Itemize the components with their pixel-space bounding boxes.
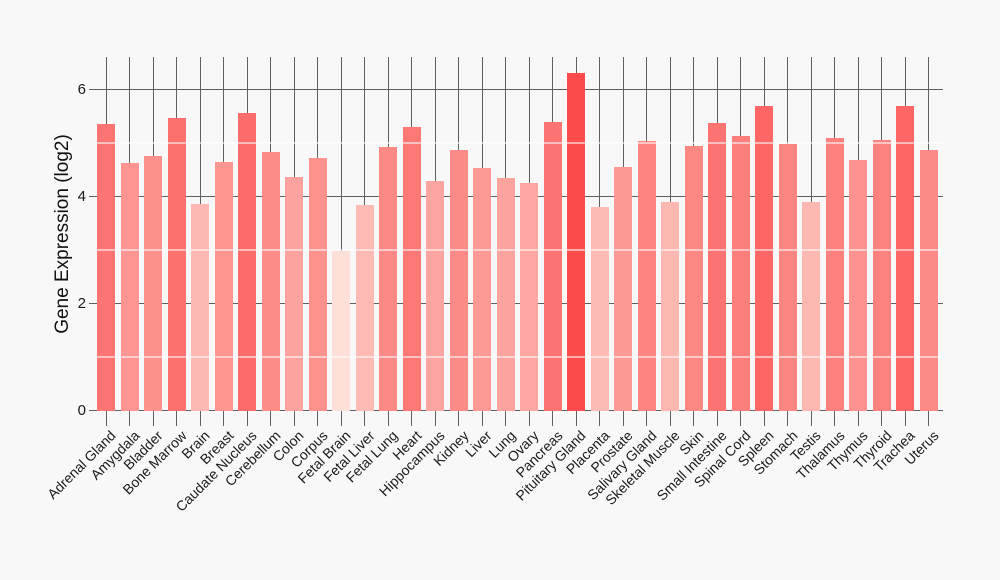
bar: [285, 177, 303, 411]
bar: [144, 156, 162, 411]
bar: [637, 140, 656, 411]
bar: [919, 149, 938, 411]
bar: [755, 106, 773, 411]
y-tick: [89, 303, 97, 304]
bar: [614, 166, 632, 411]
bar: [449, 149, 468, 411]
y-gridline: [97, 410, 943, 411]
bar: [802, 201, 820, 411]
y-minor-gridline: [97, 142, 943, 144]
bar: [684, 146, 703, 411]
bar: [520, 182, 538, 411]
bar: [778, 143, 797, 411]
bar: [661, 201, 679, 411]
bar: [590, 207, 609, 411]
bar: [167, 117, 186, 411]
bar: [261, 152, 280, 411]
bar: [120, 162, 139, 411]
y-minor-gridline: [97, 249, 943, 251]
bar: [308, 157, 327, 411]
bar: [191, 204, 209, 411]
bar: [849, 160, 867, 411]
y-tick-label: 2: [77, 294, 86, 312]
bar: [473, 167, 491, 411]
bar: [332, 251, 350, 411]
bar: [214, 161, 233, 411]
bar: [731, 136, 750, 411]
y-tick: [89, 89, 97, 90]
bar: [496, 178, 515, 411]
y-minor-gridline: [97, 356, 943, 358]
bar: [355, 205, 374, 411]
bar: [402, 126, 421, 411]
plot-area: 0 2 4 6 Adrenal Gland Amygdala Bladder Bone Mar…: [44, 57, 943, 514]
bar: [543, 122, 562, 411]
bar: [825, 137, 844, 411]
y-gridline: [97, 89, 943, 90]
x-gridline: [340, 57, 342, 426]
y-tick-label: 4: [77, 187, 86, 205]
bar: [238, 113, 256, 411]
bar: [97, 124, 115, 411]
bar: [379, 147, 397, 411]
y-tick-label: 6: [77, 80, 86, 98]
bar: [567, 73, 585, 411]
y-tick: [89, 410, 97, 411]
y-tick: [89, 196, 97, 197]
bar: [872, 139, 891, 411]
y-tick-label: 0: [77, 401, 86, 419]
bar: [426, 181, 444, 411]
bar: [708, 123, 726, 411]
bar: [896, 106, 914, 411]
